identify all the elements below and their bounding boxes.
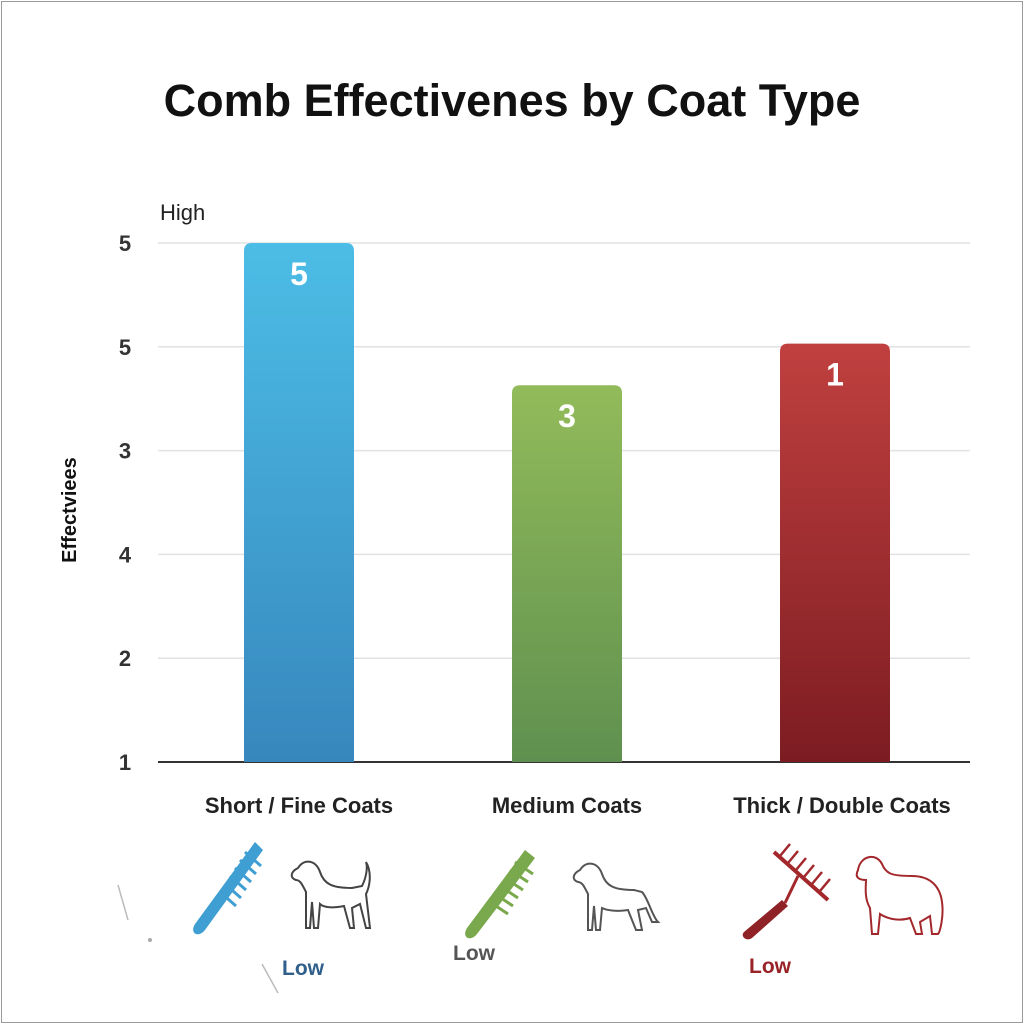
bar-value-label: 1 (826, 357, 844, 393)
medium-hair-dog-icon (572, 862, 661, 931)
low-label: Low (282, 957, 325, 980)
x-category-label: Thick / Double Coats (733, 793, 951, 818)
long-hair-dog-icon (855, 855, 944, 935)
comb-icon (465, 850, 535, 939)
bar (512, 385, 622, 762)
x-category-label: Medium Coats (492, 793, 642, 818)
y-axis-label: Effectviees (59, 457, 81, 563)
chart-title: Comb Effectivenes by Coat Type (164, 75, 861, 126)
low-label: Low (749, 955, 792, 978)
x-category-label: Short / Fine Coats (205, 793, 393, 818)
short-hair-dog-icon (290, 860, 372, 929)
rake-brush-icon (742, 843, 831, 940)
y-tick-label: 5 (119, 335, 131, 360)
y-top-label: High (160, 200, 205, 225)
y-tick-label: 1 (119, 750, 131, 775)
bar (780, 343, 890, 762)
low-label: Low (453, 942, 496, 965)
y-tick-label: 5 (119, 231, 131, 256)
bar-value-label: 5 (290, 256, 308, 292)
bar-value-label: 3 (558, 398, 576, 434)
bar (244, 243, 354, 762)
comb-icon (193, 842, 263, 935)
y-tick-label: 4 (119, 542, 132, 567)
y-tick-label: 2 (119, 646, 131, 671)
stray-marks (117, 884, 279, 994)
y-tick-label: 3 (119, 439, 131, 464)
